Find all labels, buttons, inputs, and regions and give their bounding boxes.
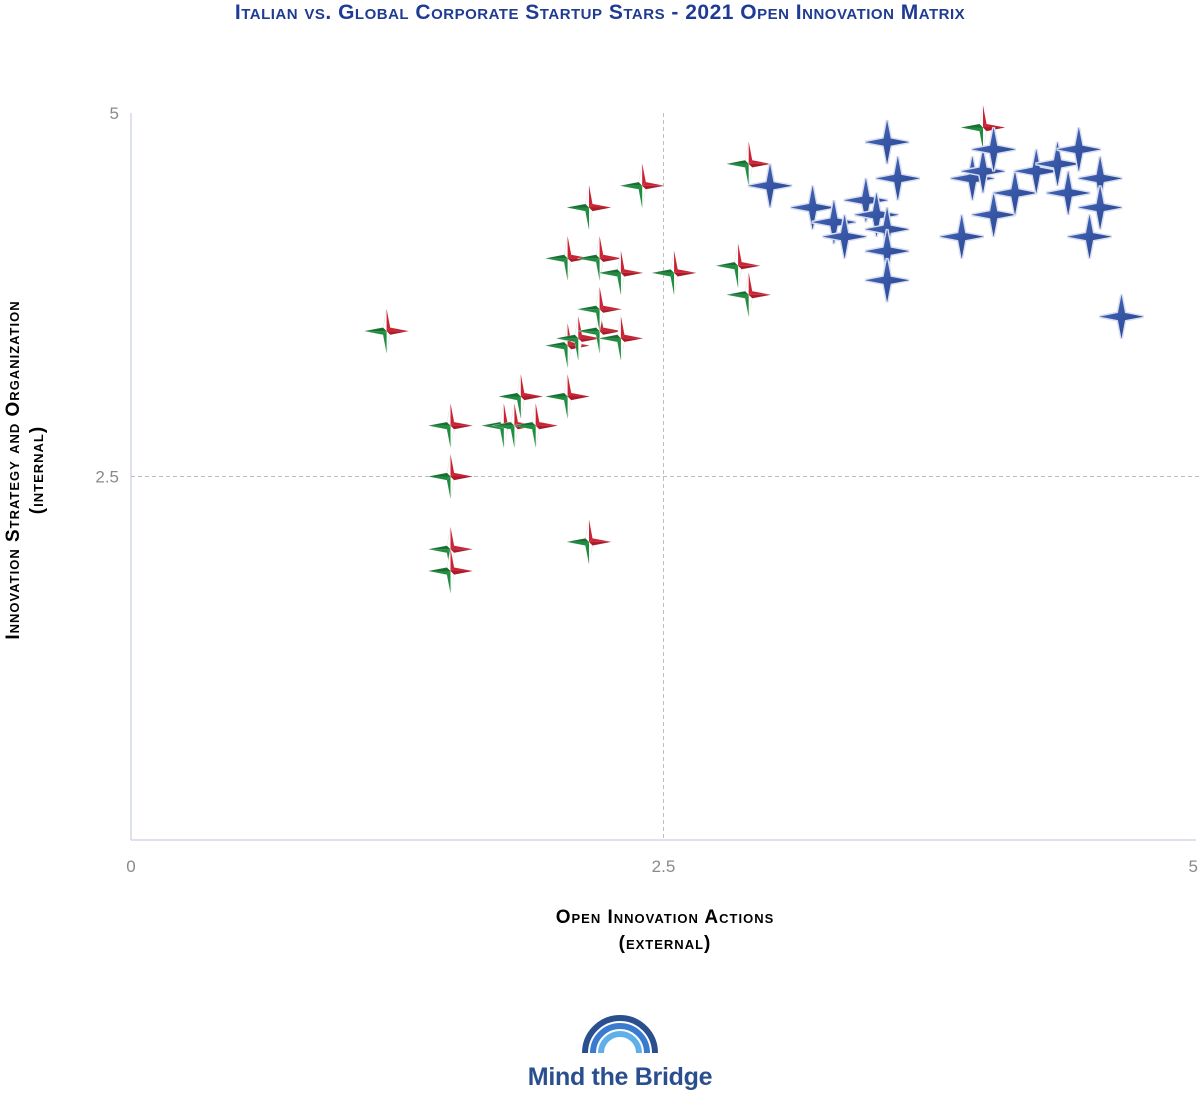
blue-star-marker <box>875 156 921 201</box>
italian-star-marker <box>556 316 601 361</box>
blue-star-marker <box>1067 214 1112 259</box>
blue-star-marker <box>950 156 995 201</box>
blue-star-marker <box>747 163 793 208</box>
italian-star-marker <box>726 141 771 186</box>
blue-star-marker <box>960 148 1006 194</box>
scatter-plot: 0 2.5 5 2.5 5 <box>95 104 1200 876</box>
italian-star-marker <box>364 309 409 354</box>
blue-star-marker <box>1035 141 1080 187</box>
italian-star-marker <box>598 250 643 295</box>
blue-star-marker <box>864 119 910 165</box>
y-tick-label: 5 <box>110 104 119 123</box>
blue-star-marker <box>1099 294 1144 339</box>
italian-star-marker <box>566 185 612 230</box>
italian-star-marker <box>598 316 643 361</box>
italian-star-marker <box>545 236 590 281</box>
italian-star-marker <box>960 105 1006 150</box>
logo-text: Mind the Bridge <box>527 1063 713 1091</box>
italian-star-marker <box>513 403 558 448</box>
blue-star-marker <box>1045 170 1091 216</box>
blue-star-marker <box>992 170 1038 216</box>
italian-star-marker <box>428 548 473 594</box>
italian-star-marker <box>566 519 612 564</box>
italian-star-marker <box>428 454 473 499</box>
italian-star-marker <box>620 163 665 208</box>
blue-star-marker <box>939 214 984 259</box>
italian-star-marker <box>577 287 622 332</box>
italian-star-marker <box>498 374 543 419</box>
x-axis-label-line-1: Open Innovation Actions <box>555 907 775 928</box>
blue-star-marker <box>1056 127 1102 172</box>
italian-star-marker <box>545 374 590 419</box>
x-tick-label: 5 <box>1189 857 1198 876</box>
blue-star-marker <box>1077 185 1123 230</box>
blue-star-marker <box>1014 148 1059 194</box>
x-tick-label: 2.5 <box>652 857 676 876</box>
italian-star-marker <box>726 272 771 317</box>
italian-star-marker <box>428 403 473 448</box>
x-axis-label-line-2: (external) <box>618 933 712 954</box>
bridge-arches-icon <box>582 1015 658 1054</box>
blue-star-marker <box>790 185 835 230</box>
blue-star-marker <box>971 192 1016 238</box>
x-axis-label: Open Innovation Actions (external) <box>0 905 1200 957</box>
mind-the-bridge-logo: Mind the Bridge <box>520 1005 720 1093</box>
y-tick-label: 2.5 <box>95 468 119 487</box>
x-tick-label: 0 <box>126 857 135 876</box>
blue-star-marker <box>864 257 910 303</box>
blue-star-marker <box>822 214 867 259</box>
italian-star-marker <box>577 236 622 281</box>
italian-star-marker <box>652 250 697 295</box>
chart-title: Italian vs. Global Corporate Startup Sta… <box>234 1 966 24</box>
blue-star-marker <box>971 127 1016 172</box>
italian-star-marker <box>716 243 761 288</box>
